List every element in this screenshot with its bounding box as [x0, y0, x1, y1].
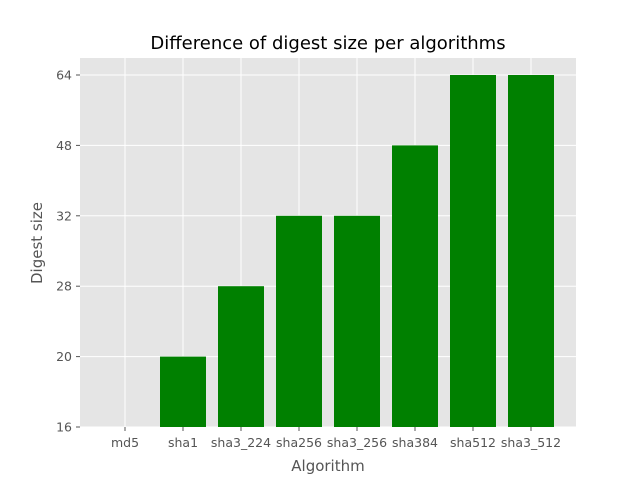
bar-sha256 — [276, 215, 322, 427]
bar-sha384 — [392, 145, 438, 427]
chart-title: Difference of digest size per algorithms — [150, 33, 505, 54]
bar-sha3_512 — [508, 75, 554, 427]
y-tick-label: 16 — [56, 420, 72, 435]
x-tick-label: md5 — [111, 435, 139, 450]
x-tick-label: sha1 — [168, 435, 198, 450]
y-tick-label: 20 — [56, 349, 72, 364]
y-tick-label: 28 — [56, 279, 72, 294]
bar-sha3_224 — [218, 286, 264, 427]
bar-sha3_256 — [334, 215, 380, 427]
y-tick-label: 48 — [56, 138, 72, 153]
bar-sha512 — [450, 75, 496, 427]
x-tick-label: sha3_256 — [327, 435, 387, 450]
bar-sha1 — [160, 356, 206, 427]
y-tick-label: 64 — [56, 68, 72, 83]
x-tick-label: sha256 — [276, 435, 322, 450]
x-tick-label: sha384 — [392, 435, 438, 450]
x-tick-label: sha3_512 — [501, 435, 561, 450]
y-axis-label: Digest size — [28, 202, 46, 284]
plot-area — [80, 58, 576, 427]
x-tick-label: sha512 — [450, 435, 496, 450]
bars — [160, 75, 554, 427]
x-axis-label: Algorithm — [291, 457, 364, 475]
x-tick-label: sha3_224 — [211, 435, 271, 450]
y-tick-labels: 16 20 28 32 48 64 — [56, 68, 80, 435]
y-tick-label: 32 — [56, 208, 72, 223]
x-tick-labels: md5 sha1 sha3_224 sha256 sha3_256 sha384 sha51… — [111, 427, 561, 450]
